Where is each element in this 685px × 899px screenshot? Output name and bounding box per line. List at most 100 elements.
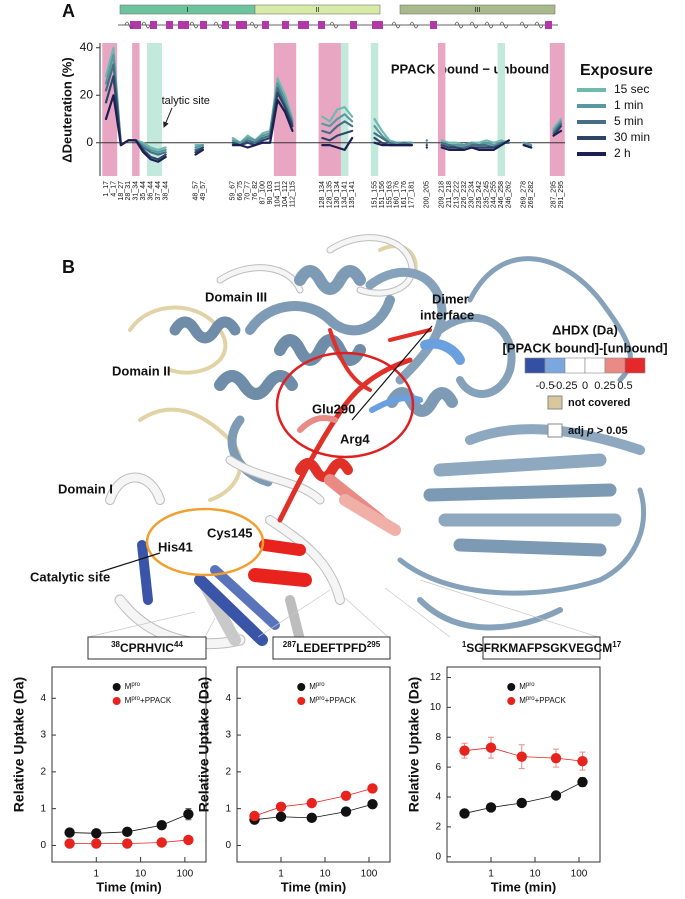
- x-tick-label: 246_258: [498, 181, 505, 208]
- domain-bar: [254, 4, 381, 15]
- data-point: [459, 745, 470, 756]
- x-tick-label: 35_44: [140, 181, 147, 201]
- x-tick-label: 87_100: [259, 181, 266, 204]
- domain-bar-label: II: [316, 7, 320, 14]
- x-tick-label: 70_77: [245, 181, 252, 201]
- title-part: 38: [111, 640, 120, 649]
- ribbon: [436, 313, 516, 398]
- x-tick-label: 211_218: [446, 181, 453, 208]
- zoom-line: [87, 611, 196, 638]
- y-tick-label: 12: [430, 672, 442, 683]
- residue-label: Arg4: [340, 431, 370, 446]
- residue-label: His41: [158, 539, 193, 554]
- x-tick-label: 230_234: [468, 181, 475, 208]
- ribbon: [259, 539, 306, 556]
- legend-marker: [297, 683, 306, 691]
- x-tick-label: 100: [177, 869, 194, 880]
- ribbon: [339, 494, 401, 536]
- colorbar-tick-label: -0.5: [536, 380, 555, 392]
- x-tick-label: 76_82: [252, 181, 259, 201]
- x-tick-label: 59_67: [230, 181, 237, 201]
- y-tick-label: 0: [40, 840, 46, 851]
- title-part: 44: [174, 640, 183, 649]
- zoom-line: [257, 589, 331, 638]
- secondary-helix: [213, 21, 223, 29]
- data-point: [122, 838, 133, 849]
- ribbon: [297, 415, 338, 433]
- zoom-line: [419, 579, 599, 638]
- data-point: [459, 808, 470, 819]
- y-tick-label: 8: [435, 732, 441, 743]
- ribbon: [285, 595, 305, 645]
- secondary-helix: [519, 21, 529, 29]
- colorbar-box: [604, 357, 626, 374]
- site-ellipse: [145, 507, 265, 577]
- significance-band: [370, 43, 379, 176]
- title-box: [87, 636, 207, 660]
- domain-bar-label: III: [475, 7, 481, 14]
- secondary-strand: [282, 21, 289, 29]
- zoom-line: [344, 597, 389, 638]
- annotation-arrow: [163, 107, 173, 128]
- ribbon: [388, 328, 432, 342]
- colorbar-box: [564, 357, 586, 374]
- data-point: [577, 755, 588, 767]
- x-tick-label: 90_103: [267, 181, 274, 204]
- title-part: LEDEFTPFD: [296, 641, 367, 655]
- data-point: [306, 812, 317, 824]
- title-box: [272, 636, 391, 660]
- data-point: [485, 802, 497, 813]
- x-tick-label: 66_75: [237, 181, 244, 201]
- x-tick-label: 38_44: [163, 181, 170, 201]
- data-point: [367, 783, 378, 794]
- x-tick-label: 1: [278, 869, 284, 880]
- secondary-strand: [318, 21, 325, 29]
- data-point: [249, 810, 260, 822]
- secondary-helix: [249, 21, 259, 29]
- x-tick-label: 10: [135, 869, 147, 880]
- x-tick-label: 200_205: [424, 181, 431, 208]
- data-point: [275, 811, 287, 822]
- legend-title: Exposure: [580, 62, 653, 79]
- significance-band: [437, 43, 446, 176]
- leader-line: [99, 552, 161, 573]
- secondary-strand: [130, 21, 141, 29]
- y-tick-label: 20: [80, 87, 94, 101]
- title-part: 17: [612, 640, 621, 649]
- data-point: [306, 797, 317, 809]
- dimer-label: Dimer: [432, 291, 469, 306]
- x-tick-label: 244_255: [491, 181, 498, 208]
- ribbon: [245, 295, 395, 336]
- title-part: 287: [283, 640, 297, 649]
- ribbon: [169, 316, 241, 344]
- colorbar-tick-label: 0: [582, 380, 588, 392]
- ribbon: [210, 565, 280, 630]
- legend-label-part: adj: [568, 425, 587, 437]
- colorbar-box: [584, 357, 606, 374]
- ribbon: [274, 334, 366, 366]
- data-point: [550, 790, 562, 801]
- legend-title: ΔHDX (Da): [552, 322, 618, 337]
- x-tick-label: 291_295: [558, 181, 565, 208]
- legend-marker: [507, 697, 516, 705]
- legend-label-part: M: [519, 682, 526, 691]
- x-tick-label: 104_112: [282, 181, 289, 208]
- ribbon: [423, 483, 617, 502]
- x-tick-label: 10: [529, 869, 541, 880]
- y-tick-label: 4: [225, 693, 231, 704]
- colorbar-tick-label: 0.5: [617, 380, 632, 392]
- secondary-strand: [166, 21, 173, 29]
- x-tick-label: 112_115: [289, 181, 296, 207]
- significance-band: [497, 43, 506, 176]
- legend-label: 30 min: [614, 130, 650, 144]
- data-point: [156, 837, 167, 848]
- data-point: [516, 751, 527, 762]
- y-tick-label: 2: [435, 822, 441, 833]
- legend-swatch: [547, 423, 563, 438]
- legend-label-part: +PPACK: [140, 696, 172, 705]
- x-tick-label: 4_17: [110, 181, 117, 197]
- legend-label: Mpro+PPACK: [309, 696, 356, 706]
- secondary-helix: [391, 21, 401, 29]
- title-part: CPRHVIC: [120, 641, 174, 655]
- secondary-helix: [499, 21, 509, 29]
